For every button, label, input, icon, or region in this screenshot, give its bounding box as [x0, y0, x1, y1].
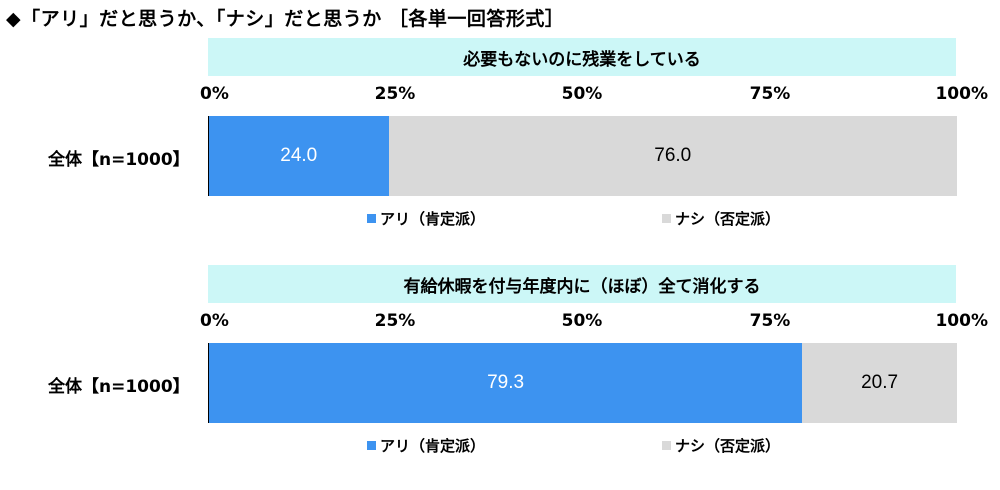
tick-label: 75%: [749, 311, 791, 331]
tick-label: 25%: [374, 311, 416, 331]
tick-label: 0%: [200, 311, 229, 331]
legend-label-yes: アリ（肯定派）: [380, 210, 486, 228]
tick-label: 25%: [374, 84, 416, 104]
legend-label-yes: アリ（肯定派）: [380, 437, 486, 455]
tick-label: 100%: [935, 311, 988, 331]
legend-label-no: ナシ（否定派）: [675, 437, 781, 455]
bar-segment-yes: 79.3: [209, 343, 803, 423]
bar-value-label: 20.7: [861, 372, 899, 393]
legend-swatch-yes: [367, 441, 376, 450]
chart-question: 有給休暇を付与年度内に（ほぼ）全て消化する: [208, 265, 956, 303]
tick-label: 0%: [200, 84, 229, 104]
legend-swatch-yes: [367, 214, 376, 223]
bar-plot: 24.0 76.0: [208, 116, 957, 196]
bar-value-label: 76.0: [654, 145, 692, 166]
chart-1: 必要もないのに残業をしている 0% 25% 50% 75% 100% 全体【n=…: [0, 38, 1000, 263]
bar-value-label: 24.0: [280, 145, 318, 166]
category-label: 全体【n=1000】: [48, 150, 190, 170]
category-label: 全体【n=1000】: [48, 377, 190, 397]
tick-label: 50%: [561, 84, 603, 104]
chart-question: 必要もないのに残業をしている: [208, 38, 956, 76]
bar-plot: 79.3 20.7: [208, 343, 957, 423]
tick-label: 75%: [749, 84, 791, 104]
legend-item-yes: アリ（肯定派）: [367, 435, 485, 456]
bar-segment-no: 20.7: [802, 343, 957, 423]
legend-swatch-no: [662, 441, 671, 450]
page-title: ◆「アリ」だと思うか、「ナシ」だと思うか ［各単一回答形式］: [6, 8, 565, 30]
legend-item-no: ナシ（否定派）: [662, 435, 780, 456]
legend-item-yes: アリ（肯定派）: [367, 208, 485, 229]
bar-segment-yes: 24.0: [209, 116, 389, 196]
legend-label-no: ナシ（否定派）: [675, 210, 781, 228]
tick-label: 100%: [935, 84, 988, 104]
chart-2: 有給休暇を付与年度内に（ほぼ）全て消化する 0% 25% 50% 75% 100…: [0, 265, 1000, 490]
legend-item-no: ナシ（否定派）: [662, 208, 780, 229]
tick-label: 50%: [561, 311, 603, 331]
bar-value-label: 79.3: [487, 372, 525, 393]
bar-segment-no: 76.0: [388, 116, 957, 196]
legend-swatch-no: [662, 214, 671, 223]
